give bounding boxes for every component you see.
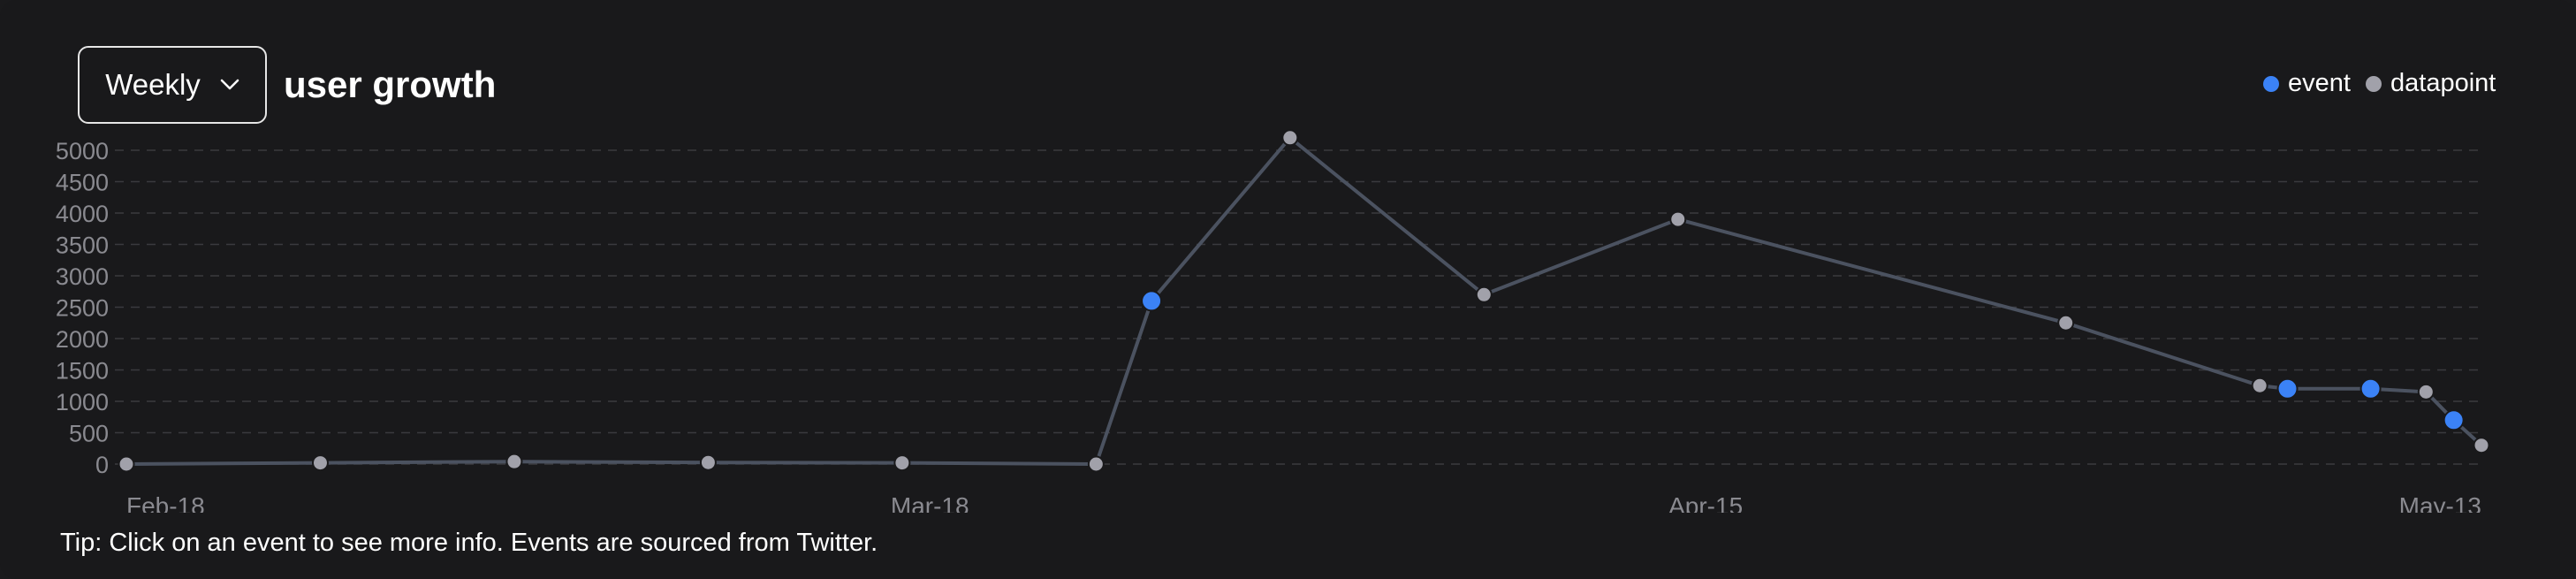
datapoint-marker xyxy=(2417,383,2435,400)
tip-text: Tip: Click on an event to see more info.… xyxy=(60,529,878,557)
y-tick-label: 1500 xyxy=(56,358,109,385)
datapoint-marker xyxy=(311,454,329,472)
event-marker[interactable] xyxy=(2276,377,2299,400)
datapoint-marker xyxy=(1281,129,1299,147)
x-tick-label: Apr-15 xyxy=(1668,492,1743,513)
datapoint-marker xyxy=(1475,286,1493,303)
event-marker[interactable] xyxy=(2443,409,2465,431)
y-tick-label: 4000 xyxy=(56,201,109,227)
legend-dot-datapoint xyxy=(2366,75,2382,92)
datapoint-marker xyxy=(2251,377,2268,394)
datapoint-marker xyxy=(893,454,911,472)
datapoint-marker xyxy=(1669,210,1687,228)
y-tick-label: 1000 xyxy=(56,389,109,415)
datapoint-marker xyxy=(699,453,717,471)
x-tick-label: Feb-18 xyxy=(126,492,205,513)
legend-item-event: event xyxy=(2263,69,2351,98)
datapoint-marker xyxy=(2057,314,2075,331)
datapoint-marker xyxy=(505,453,523,470)
period-dropdown-label: Weekly xyxy=(105,68,201,101)
y-tick-label: 2500 xyxy=(56,295,109,322)
event-marker[interactable] xyxy=(2359,377,2382,400)
datapoint-marker xyxy=(118,455,135,473)
y-tick-label: 4500 xyxy=(56,170,109,196)
period-dropdown[interactable]: Weekly xyxy=(78,46,267,124)
y-tick-label: 500 xyxy=(69,421,109,447)
event-marker[interactable] xyxy=(1141,290,1163,312)
x-tick-label: May-13 xyxy=(2399,492,2481,513)
y-tick-label: 0 xyxy=(95,452,109,478)
series-line xyxy=(125,135,2483,466)
chevron-down-icon xyxy=(220,79,239,91)
y-tick-label: 3000 xyxy=(56,263,109,290)
y-tick-label: 2000 xyxy=(56,326,109,353)
line-chart: 0 500 1000 1500 2000 2500 3000 3500 4000 4500 5000… xyxy=(56,129,2490,513)
legend-label-event: event xyxy=(2288,69,2351,97)
chart-title: user growth xyxy=(284,64,497,105)
legend-dot-event xyxy=(2263,75,2279,92)
legend-label-datapoint: datapoint xyxy=(2390,69,2496,97)
datapoint-marker xyxy=(1087,455,1105,473)
datapoint-marker xyxy=(2473,437,2490,454)
x-tick-label: Mar-18 xyxy=(891,492,969,513)
y-tick-label: 3500 xyxy=(56,232,109,259)
legend-item-datapoint: datapoint xyxy=(2366,69,2496,98)
y-tick-label: 5000 xyxy=(56,138,109,164)
